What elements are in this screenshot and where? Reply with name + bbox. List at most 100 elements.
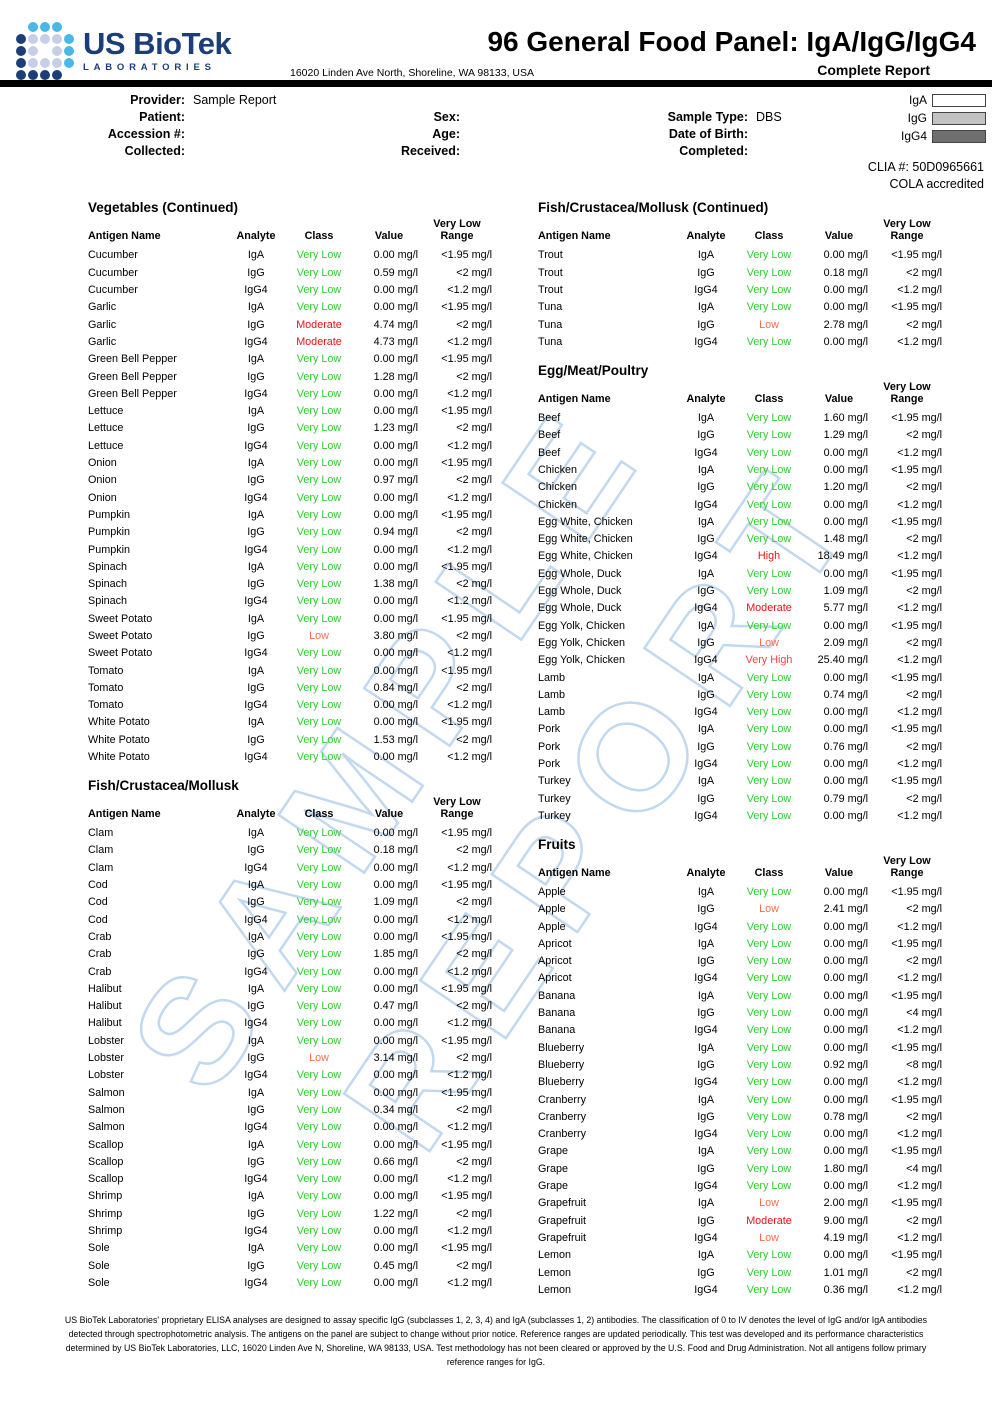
value-cell: 9.00 mg/l: [823, 1214, 868, 1227]
class-cell: Very Low: [296, 1103, 342, 1116]
antigen-name-cell: Shrimp: [88, 1225, 123, 1237]
table-row: Pork IgA Very Low 0.00 mg/l <1.95 mg/l: [538, 721, 942, 738]
range-cell: <1.2 mg/l: [897, 1076, 942, 1089]
class-cell: Very Low: [296, 387, 342, 400]
logo-dot: [64, 46, 74, 56]
antigen-name-cell: Grapefruit: [538, 1214, 587, 1227]
value-cell: 0.00 mg/l: [373, 1242, 418, 1255]
range-cell: <1.95 mg/l: [441, 1034, 492, 1047]
legend-row: IgA: [901, 91, 986, 109]
logo-dot: [40, 70, 50, 80]
analyte-cell: IgG: [247, 896, 265, 909]
analyte-cell: IgA: [697, 1093, 715, 1106]
antigen-name-cell: Pumpkin: [88, 526, 131, 539]
analyte-cell: IgG: [247, 948, 265, 961]
class-cell: Very Low: [746, 266, 792, 279]
range-cell: <2 mg/l: [456, 422, 492, 435]
range-cell: <1.95 mg/l: [441, 301, 492, 314]
value-cell: 0.76 mg/l: [823, 740, 868, 753]
column-header-class: Class: [754, 230, 784, 243]
range-cell: <1.95 mg/l: [441, 612, 492, 625]
class-cell: Very Low: [296, 647, 342, 660]
class-cell: Very Low: [746, 301, 792, 314]
table-row: Beef IgG4 Very Low 0.00 mg/l <1.2 mg/l: [538, 444, 942, 461]
antigen-name-cell: Crab: [88, 965, 112, 978]
legend-row: IgG4: [901, 127, 986, 145]
value-cell: 0.00 mg/l: [373, 879, 418, 892]
analyte-cell: IgA: [697, 567, 715, 580]
class-cell: Very High: [745, 654, 793, 667]
class-cell: Very Low: [296, 1225, 342, 1237]
value-cell: 0.00 mg/l: [373, 560, 418, 573]
analyte-cell: IgA: [697, 301, 715, 314]
value-cell: 0.00 mg/l: [373, 827, 418, 840]
antigen-name-cell: Pumpkin: [88, 508, 131, 521]
class-cell: Low: [309, 1052, 329, 1065]
header-divider: [0, 80, 992, 87]
value-cell: 0.00 mg/l: [373, 612, 418, 625]
range-cell: <1.95 mg/l: [891, 249, 942, 262]
analyte-cell: IgG4: [244, 1173, 268, 1186]
value-cell: 0.94 mg/l: [373, 526, 418, 539]
table-row: Cod IgG Very Low 1.09 mg/l <2 mg/l: [88, 894, 492, 911]
section-fish-crustacea-mollusk: Fish/Crustacea/Mollusk Antigen Name Analyt…: [88, 778, 492, 1292]
table-row: Lemon IgG Very Low 1.01 mg/l <2 mg/l: [538, 1264, 942, 1281]
table-row: Salmon IgA Very Low 0.00 mg/l <1.95 mg/l: [88, 1084, 492, 1101]
antigen-name-cell: Grapefruit: [538, 1197, 587, 1210]
analyte-cell: IgA: [247, 664, 265, 677]
antigen-name-cell: Salmon: [88, 1086, 125, 1099]
class-cell: Low: [759, 1231, 779, 1244]
value-cell: 4.19 mg/l: [823, 1231, 868, 1244]
column-header-analyte: Analyte: [686, 230, 726, 243]
value-cell: 0.00 mg/l: [823, 809, 868, 822]
value-cell: 0.18 mg/l: [373, 844, 418, 857]
section-fish-crustacea-mollusk-continued: Fish/Crustacea/Mollusk (Continued) Antige…: [538, 200, 942, 351]
value-cell: 0.00 mg/l: [373, 439, 418, 452]
antigen-name-cell: Sole: [88, 1276, 110, 1289]
section-title: Fruits: [538, 836, 576, 852]
table-row: Lemon IgG4 Very Low 0.36 mg/l <1.2 mg/l: [538, 1281, 942, 1298]
range-cell: <1.95 mg/l: [441, 664, 492, 677]
logo-dot-grid: [16, 22, 74, 80]
info-row: Provider: Sample Report: [0, 93, 992, 110]
class-cell: Very Low: [746, 1007, 792, 1020]
antigen-name-cell: Tuna: [538, 301, 563, 314]
analyte-cell: IgG: [697, 955, 715, 968]
antigen-name-cell: Cod: [88, 896, 108, 909]
class-cell: Very Low: [296, 457, 342, 470]
class-cell: Very Low: [296, 1207, 342, 1220]
section-title: Fish/Crustacea/Mollusk (Continued): [538, 200, 769, 215]
info-label: Date of Birth:: [668, 127, 748, 141]
table-row: Cranberry IgG4 Very Low 0.00 mg/l <1.2 mg/l: [538, 1126, 942, 1143]
table-row: Chicken IgA Very Low 0.00 mg/l <1.95 mg/l: [538, 461, 942, 478]
analyte-cell: IgG: [697, 1266, 715, 1279]
info-row: Patient: Sex: Sample Type: DBS: [0, 110, 992, 127]
range-cell: <1.95 mg/l: [441, 827, 492, 840]
value-cell: 0.00 mg/l: [373, 457, 418, 470]
value-cell: 0.00 mg/l: [373, 301, 418, 314]
class-cell: Very Low: [296, 491, 342, 504]
column-header-antigen-name: Antigen Name: [538, 393, 611, 405]
value-cell: 0.00 mg/l: [373, 353, 418, 366]
range-cell: <2 mg/l: [906, 740, 942, 753]
value-cell: 0.00 mg/l: [823, 885, 868, 898]
value-cell: 5.77 mg/l: [823, 602, 868, 615]
table-row: Onion IgA Very Low 0.00 mg/l <1.95 mg/l: [88, 454, 492, 471]
class-cell: Very Low: [296, 595, 342, 608]
column-header-range: Very Low Range: [883, 380, 931, 405]
usbiotek-logo: US BioTek LABORATORIES: [16, 22, 232, 80]
range-cell: <1.2 mg/l: [447, 1017, 492, 1030]
analyte-cell: IgG: [697, 533, 715, 546]
analyte-cell: IgA: [247, 1190, 265, 1203]
value-cell: 0.00 mg/l: [373, 930, 418, 943]
table-row: Garlic IgG Moderate 4.74 mg/l <2 mg/l: [88, 316, 492, 333]
antigen-name-cell: Pork: [538, 757, 561, 770]
antigen-name-cell: Egg White, Chicken: [538, 533, 633, 546]
analyte-cell: IgG: [247, 1000, 265, 1013]
value-cell: 3.80 mg/l: [373, 629, 418, 642]
analyte-cell: IgG: [247, 422, 265, 435]
class-cell: Very Low: [746, 1180, 792, 1193]
table-row: Sole IgG4 Very Low 0.00 mg/l <1.2 mg/l: [88, 1274, 492, 1291]
class-cell: Low: [759, 318, 779, 331]
range-cell: <1.2 mg/l: [447, 1276, 492, 1289]
